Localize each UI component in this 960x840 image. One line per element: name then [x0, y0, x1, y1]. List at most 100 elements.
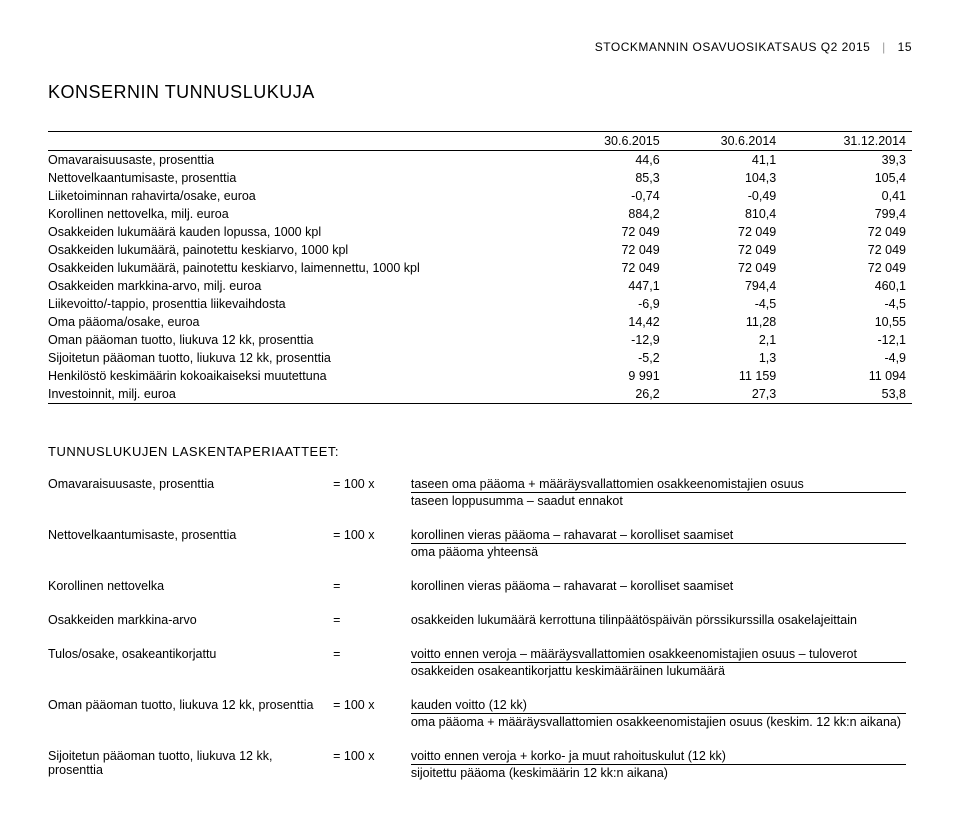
table-row: Oman pääoman tuotto, liukuva 12 kk, pros…: [48, 331, 912, 349]
col-header: 30.6.2014: [666, 132, 783, 151]
formula-multiplier: = 100 x: [333, 698, 411, 749]
table-cell: 810,4: [666, 205, 783, 223]
table-cell: 11 094: [782, 367, 912, 385]
table-cell: 2,1: [666, 331, 783, 349]
table-cell: 11,28: [666, 313, 783, 331]
formula-fraction: voitto ennen veroja – määräysvallattomie…: [411, 647, 912, 698]
table-cell: 9 991: [549, 367, 666, 385]
formula-numerator: taseen oma pääoma + määräysvallattomien …: [411, 477, 906, 493]
table-header-row: 30.6.2015 30.6.2014 31.12.2014: [48, 132, 912, 151]
table-cell: Liikevoitto/-tappio, prosenttia liikevai…: [48, 295, 549, 313]
table-cell: 11 159: [666, 367, 783, 385]
table-cell: Investoinnit, milj. euroa: [48, 385, 549, 404]
table-row: Liikevoitto/-tappio, prosenttia liikevai…: [48, 295, 912, 313]
formula-label: Korollinen nettovelka: [48, 579, 333, 613]
table-row: Omavaraisuusaste, prosenttia44,641,139,3: [48, 151, 912, 170]
table-cell: Osakkeiden lukumäärä, painotettu keskiar…: [48, 259, 549, 277]
table-cell: 105,4: [782, 169, 912, 187]
page-header: STOCKMANNIN OSAVUOSIKATSAUS Q2 2015 | 15: [48, 40, 912, 54]
table-cell: 39,3: [782, 151, 912, 170]
table-cell: Sijoitetun pääoman tuotto, liukuva 12 kk…: [48, 349, 549, 367]
table-cell: 85,3: [549, 169, 666, 187]
formula-row: Korollinen nettovelka=korollinen vieras …: [48, 579, 912, 613]
table-cell: 447,1: [549, 277, 666, 295]
table-row: Nettovelkaantumisaste, prosenttia85,3104…: [48, 169, 912, 187]
table-cell: 460,1: [782, 277, 912, 295]
table-cell: Nettovelkaantumisaste, prosenttia: [48, 169, 549, 187]
table-cell: 72 049: [549, 241, 666, 259]
formula-multiplier: = 100 x: [333, 528, 411, 579]
table-cell: -12,9: [549, 331, 666, 349]
formula-label: Osakkeiden markkina-arvo: [48, 613, 333, 647]
formula-numerator: korollinen vieras pääoma – rahavarat – k…: [411, 528, 906, 544]
table-cell: 0,41: [782, 187, 912, 205]
table-row: Korollinen nettovelka, milj. euroa884,28…: [48, 205, 912, 223]
table-row: Osakkeiden lukumäärä, painotettu keskiar…: [48, 259, 912, 277]
formula-denominator: taseen loppusumma – saadut ennakot: [411, 494, 906, 508]
header-separator: |: [874, 40, 894, 54]
formula-row: Oman pääoman tuotto, liukuva 12 kk, pros…: [48, 698, 912, 749]
table-cell: 794,4: [666, 277, 783, 295]
table-cell: -0,49: [666, 187, 783, 205]
table-cell: -12,1: [782, 331, 912, 349]
table-row: Sijoitetun pääoman tuotto, liukuva 12 kk…: [48, 349, 912, 367]
table-row: Investoinnit, milj. euroa26,227,353,8: [48, 385, 912, 404]
formula-numerator: voitto ennen veroja + korko- ja muut rah…: [411, 749, 906, 765]
table-cell: 104,3: [666, 169, 783, 187]
col-header: 30.6.2015: [549, 132, 666, 151]
table-cell: Oma pääoma/osake, euroa: [48, 313, 549, 331]
formula-denominator: korollinen vieras pääoma – rahavarat – k…: [411, 579, 906, 593]
table-cell: -4,5: [782, 295, 912, 313]
doc-title: STOCKMANNIN OSAVUOSIKATSAUS Q2 2015: [595, 40, 871, 54]
table-cell: Oman pääoman tuotto, liukuva 12 kk, pros…: [48, 331, 549, 349]
formula-row: Sijoitetun pääoman tuotto, liukuva 12 kk…: [48, 749, 912, 800]
table-cell: 10,55: [782, 313, 912, 331]
table-cell: Korollinen nettovelka, milj. euroa: [48, 205, 549, 223]
formula-denominator: osakkeiden lukumäärä kerrottuna tilinpää…: [411, 613, 906, 627]
table-cell: 72 049: [782, 241, 912, 259]
table-cell: 1,3: [666, 349, 783, 367]
formula-multiplier: =: [333, 647, 411, 698]
formula-row: Tulos/osake, osakeantikorjattu=voitto en…: [48, 647, 912, 698]
table-cell: Liiketoiminnan rahavirta/osake, euroa: [48, 187, 549, 205]
formula-fraction: voitto ennen veroja + korko- ja muut rah…: [411, 749, 912, 800]
table-row: Osakkeiden lukumäärä, painotettu keskiar…: [48, 241, 912, 259]
formula-row: Nettovelkaantumisaste, prosenttia= 100 x…: [48, 528, 912, 579]
table-row: Henkilöstö keskimäärin kokoaikaiseksi mu…: [48, 367, 912, 385]
formula-denominator: sijoitettu pääoma (keskimäärin 12 kk:n a…: [411, 766, 906, 780]
table-cell: -4,5: [666, 295, 783, 313]
formula-multiplier: = 100 x: [333, 749, 411, 800]
table-cell: 53,8: [782, 385, 912, 404]
table-cell: 799,4: [782, 205, 912, 223]
formula-multiplier: = 100 x: [333, 477, 411, 528]
table-row: Liiketoiminnan rahavirta/osake, euroa-0,…: [48, 187, 912, 205]
table-cell: -0,74: [549, 187, 666, 205]
formula-fraction: osakkeiden lukumäärä kerrottuna tilinpää…: [411, 613, 912, 647]
formula-label: Tulos/osake, osakeantikorjattu: [48, 647, 333, 698]
col-header: 31.12.2014: [782, 132, 912, 151]
table-cell: 44,6: [549, 151, 666, 170]
formula-fraction: taseen oma pääoma + määräysvallattomien …: [411, 477, 912, 528]
table-cell: 14,42: [549, 313, 666, 331]
formula-denominator: osakkeiden osakeantikorjattu keskimääräi…: [411, 664, 906, 678]
formula-numerator: kauden voitto (12 kk): [411, 698, 906, 714]
formula-numerator: voitto ennen veroja – määräysvallattomie…: [411, 647, 906, 663]
table-cell: 72 049: [549, 223, 666, 241]
table-row: Oma pääoma/osake, euroa14,4211,2810,55: [48, 313, 912, 331]
formula-label: Omavaraisuusaste, prosenttia: [48, 477, 333, 528]
col-header: [48, 132, 549, 151]
formula-multiplier: =: [333, 579, 411, 613]
table-row: Osakkeiden markkina-arvo, milj. euroa447…: [48, 277, 912, 295]
table-cell: Osakkeiden lukumäärä, painotettu keskiar…: [48, 241, 549, 259]
table-cell: -6,9: [549, 295, 666, 313]
table-cell: Osakkeiden markkina-arvo, milj. euroa: [48, 277, 549, 295]
formula-row: Omavaraisuusaste, prosenttia= 100 xtasee…: [48, 477, 912, 528]
formula-denominator: oma pääoma yhteensä: [411, 545, 906, 559]
formula-denominator: oma pääoma + määräysvallattomien osakkee…: [411, 715, 906, 729]
table-cell: 72 049: [549, 259, 666, 277]
table-cell: 72 049: [782, 223, 912, 241]
page-number: 15: [898, 40, 912, 54]
table-row: Osakkeiden lukumäärä kauden lopussa, 100…: [48, 223, 912, 241]
table-cell: Omavaraisuusaste, prosenttia: [48, 151, 549, 170]
formula-multiplier: =: [333, 613, 411, 647]
